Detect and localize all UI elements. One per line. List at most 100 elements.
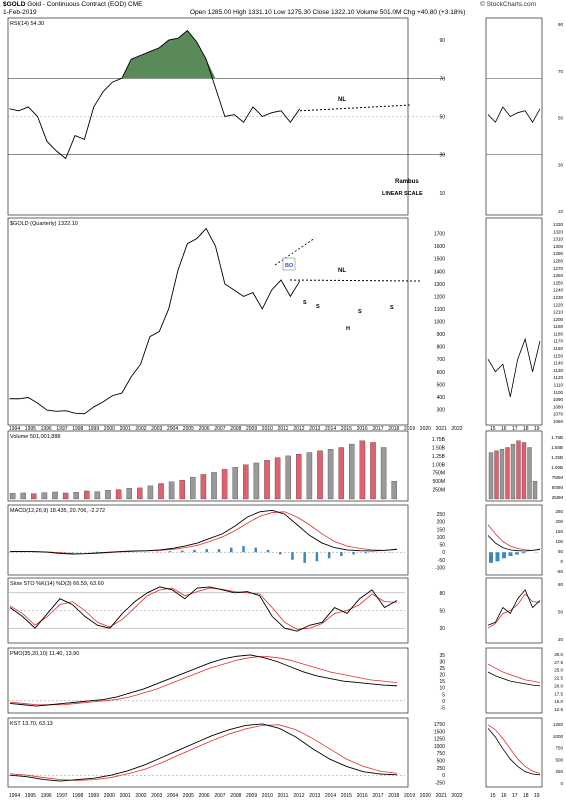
- right-shoulder-label: S: [390, 305, 394, 311]
- side-price-ytick-label: 1240: [553, 288, 564, 293]
- side-price-ytick-label: 1060: [553, 419, 564, 424]
- bottom-xtick-label: 2010: [262, 793, 273, 799]
- volume-bar: [285, 455, 291, 500]
- kst-ytick-label: 250: [437, 766, 446, 772]
- kst-ytick-label: 1250: [434, 737, 445, 743]
- volume-bar: [105, 490, 111, 500]
- volume-bar: [221, 469, 228, 500]
- side-price-ytick-label: 1150: [553, 353, 563, 358]
- bottom-xtick-label: 2018: [388, 793, 399, 799]
- side-volume-bar: [505, 447, 510, 500]
- macd-line: [10, 509, 398, 555]
- bottom-xtick-label: 2016: [357, 793, 368, 799]
- side-panel-frame-macd: [485, 504, 543, 576]
- bottom-xtick-label: 2007: [214, 793, 225, 799]
- side-macd-ytick-label: 0: [560, 559, 563, 564]
- side-kst-ytick-label: 250: [555, 769, 563, 774]
- pmo-ytick-label: 25: [439, 666, 445, 672]
- macd-title: MACD(12,26,9) 18.435, 20.706, -2.272: [10, 508, 105, 514]
- price-neckline: [289, 279, 421, 282]
- side-pmo-ytick-label: 20.0: [554, 683, 563, 688]
- volume-ytick-label: 250M: [432, 488, 445, 494]
- side-kst-ytick-label: 750: [555, 746, 563, 751]
- side-rsi-ytick-label: 70: [558, 69, 564, 74]
- macd-histogram-bar: [181, 550, 184, 553]
- bottom-xtick-label: 2015: [341, 793, 352, 799]
- price-xtick-label: 2006: [199, 426, 210, 432]
- price-xtick-label: 2007: [214, 426, 225, 432]
- left-shoulder-label: S: [303, 300, 307, 306]
- volume-ytick-label: 1.00B: [432, 462, 446, 468]
- price-xtick-label: 2014: [325, 426, 336, 432]
- rsi-ytick-label: 10: [439, 191, 445, 197]
- bottom-xtick-label: 2008: [230, 793, 241, 799]
- side-panel-frame-kst: [485, 717, 543, 788]
- volume-bar: [94, 491, 101, 500]
- macd-ytick-label: 250: [437, 512, 446, 518]
- volume-ytick-label: 1.50B: [432, 445, 446, 451]
- volume-bar: [52, 491, 58, 500]
- bottom-xtick-label: 2004: [167, 793, 178, 799]
- price-xtick-label: 1995: [25, 426, 36, 432]
- side-volume-ytick-label: 1.75B: [551, 435, 563, 440]
- chart-header: $GOLD Gold - Continuous Contract (EOD) C…: [3, 1, 142, 8]
- side-volume-bar: [510, 443, 516, 500]
- volume-bar: [338, 447, 344, 500]
- side-macd-ytick-label: -50: [556, 569, 563, 574]
- kst-ytick-label: 1000: [434, 744, 445, 750]
- side-volume-ytick-label: 750M: [552, 475, 564, 480]
- side-sto-d-line: [487, 593, 541, 629]
- bottom-xtick-label: 2000: [104, 793, 115, 799]
- macd-histogram-bar: [266, 549, 270, 553]
- macd-histogram-bar: [242, 546, 245, 553]
- pmo-ytick-label: 30: [439, 659, 445, 665]
- side-macd-line: [487, 535, 541, 552]
- volume-bar: [253, 462, 260, 500]
- side-xtick-label: 18: [523, 426, 529, 432]
- price-xtick-label: 2020: [420, 426, 431, 432]
- side-macd-histogram-bar: [495, 552, 500, 562]
- side-volume-bar: [516, 440, 521, 500]
- price-xtick-label: 2002: [135, 426, 146, 432]
- price-xtick-label: 2012: [293, 426, 304, 432]
- side-pmo-line: [487, 671, 541, 687]
- side-price-ytick-label: 1260: [553, 273, 564, 278]
- price-xtick-label: 2015: [341, 426, 352, 432]
- side-macd-ytick-label: 200: [555, 519, 563, 524]
- side-price-ytick-label: 1330: [553, 222, 564, 227]
- bottom-xtick-label: 1995: [25, 793, 36, 799]
- instrument-description: Gold - Continuous Contract (EOD): [27, 1, 127, 8]
- price-ytick-label: 900: [437, 332, 446, 338]
- macd-histogram-bar: [303, 552, 306, 563]
- price-xtick-label: 2000: [104, 426, 115, 432]
- price-xtick-label: 2005: [183, 426, 194, 432]
- side-macd-ytick-label: 100: [555, 539, 563, 544]
- volume-bar: [349, 443, 355, 500]
- panel-frame-macd: [7, 504, 409, 576]
- pmo-ytick-label: 20: [439, 673, 445, 679]
- side-xtick-label: 17: [512, 426, 518, 432]
- bottom-xtick-label: 2012: [293, 793, 304, 799]
- sto-ytick-label: 50: [439, 609, 445, 615]
- price-xtick-label: 1996: [41, 426, 52, 432]
- side-xtick-label: 15: [490, 793, 496, 799]
- side-price-line: [487, 337, 541, 397]
- side-sto-k-line: [487, 589, 541, 626]
- side-macd-ytick-label: 250: [555, 509, 563, 514]
- chart-date: 1-Feb-2019: [3, 9, 37, 16]
- price-xtick-label: 2018: [388, 426, 399, 432]
- macd-ytick-label: 50: [439, 543, 445, 549]
- macd-ytick-label: 0: [442, 550, 445, 556]
- side-price-ytick-label: 1200: [553, 317, 564, 322]
- side-volume-bar: [494, 450, 499, 500]
- volume-bar: [211, 472, 217, 500]
- side-volume-ytick-label: 1.50B: [551, 445, 563, 450]
- price-xtick-label: 2010: [262, 426, 273, 432]
- rsi-ytick-label: 30: [439, 153, 445, 159]
- side-rsi-ytick-label: 10: [558, 209, 564, 214]
- macd-histogram-bar: [352, 552, 355, 555]
- side-price-ytick-label: 1180: [553, 331, 563, 336]
- ohlc-readout: Open 1285.00 High 1331.10 Low 1275.30 Cl…: [190, 9, 466, 16]
- kst-signal-line: [9, 724, 398, 781]
- pmo-ytick-label: -5: [441, 705, 446, 711]
